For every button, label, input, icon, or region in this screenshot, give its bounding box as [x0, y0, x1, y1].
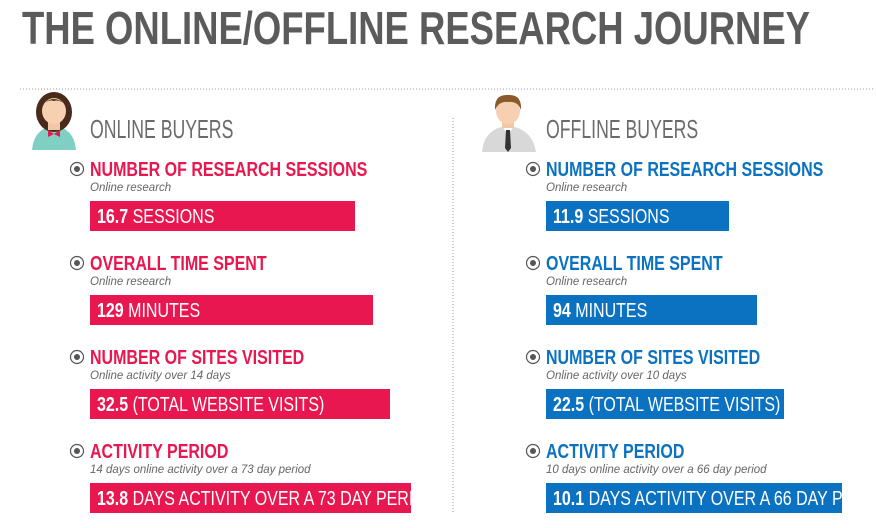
metric-note: Online activity over 10 days	[546, 370, 687, 382]
metric-value: 13.8	[97, 487, 128, 509]
metric-icon-dot	[530, 354, 536, 360]
metric-title: OVERALL TIME SPENT	[90, 252, 267, 274]
metric-unit: (TOTAL WEBSITE VISITS)	[589, 393, 781, 415]
metric-value-text: 129 MINUTES	[97, 299, 200, 321]
metric-title: NUMBER OF SITES VISITED	[546, 346, 760, 368]
metric-note: 10 days online activity over a 66 day pe…	[546, 464, 767, 476]
metric-icon-dot	[74, 166, 80, 172]
metric-value-text: 10.1 DAYS ACTIVITY OVER A 66 DAY PERIOD	[553, 487, 876, 509]
metric-icon-dot	[74, 260, 80, 266]
metric-value: 11.9	[553, 205, 583, 227]
metric-note: Online research	[546, 276, 627, 288]
metric-unit: MINUTES	[575, 299, 647, 321]
metric-note: Online research	[546, 182, 627, 194]
column-heading: ONLINE BUYERS	[90, 115, 233, 144]
metric-title: ACTIVITY PERIOD	[90, 440, 228, 462]
metric-value: 94	[553, 299, 571, 321]
metric-note: Online activity over 14 days	[90, 370, 231, 382]
metric-value-text: 22.5 (TOTAL WEBSITE VISITS)	[553, 393, 780, 415]
metric-value: 32.5	[97, 393, 128, 415]
offline-avatar	[482, 94, 536, 152]
metric-value: 129	[97, 299, 124, 321]
metric-title: NUMBER OF SITES VISITED	[90, 346, 304, 368]
metric-bar	[546, 483, 842, 513]
metric-value: 22.5	[553, 393, 584, 415]
page-title: THE ONLINE/OFFLINE RESEARCH JOURNEY	[22, 2, 810, 54]
metric-bar	[546, 295, 757, 325]
metric-value-text: 11.9 SESSIONS	[553, 205, 670, 227]
metric-title: ACTIVITY PERIOD	[546, 440, 684, 462]
metric-value-text: 13.8 DAYS ACTIVITY OVER A 73 DAY PERIOD	[97, 487, 437, 509]
metric-unit: MINUTES	[128, 299, 200, 321]
metric-value-text: 16.7 SESSIONS	[97, 205, 214, 227]
metric-title: NUMBER OF RESEARCH SESSIONS	[90, 158, 367, 180]
metric-title: NUMBER OF RESEARCH SESSIONS	[546, 158, 823, 180]
metric-bar	[90, 201, 355, 231]
column-heading: OFFLINE BUYERS	[546, 115, 698, 144]
metric-title: OVERALL TIME SPENT	[546, 252, 723, 274]
metric-bar	[90, 389, 390, 419]
metric-unit: SESSIONS	[588, 205, 670, 227]
metric-icon-dot	[74, 448, 80, 454]
metric-value: 16.7	[97, 205, 128, 227]
metric-unit: (TOTAL WEBSITE VISITS)	[133, 393, 325, 415]
metric-value-text: 94 MINUTES	[553, 299, 647, 321]
metric-unit: DAYS ACTIVITY OVER A 66 DAY PERIOD	[589, 487, 876, 509]
metric-unit: SESSIONS	[133, 205, 215, 227]
metric-bar	[546, 389, 784, 419]
metric-note: 14 days online activity over a 73 day pe…	[90, 464, 311, 476]
metric-icon-dot	[530, 260, 536, 266]
metric-icon-dot	[530, 166, 536, 172]
metric-bar	[90, 483, 411, 513]
metric-icon-dot	[74, 354, 80, 360]
metric-bar	[546, 201, 729, 231]
metric-value-text: 32.5 (TOTAL WEBSITE VISITS)	[97, 393, 324, 415]
metric-note: Online research	[90, 276, 171, 288]
metric-note: Online research	[90, 182, 171, 194]
metric-icon-dot	[530, 448, 536, 454]
metric-value: 10.1	[553, 487, 584, 509]
metric-unit: DAYS ACTIVITY OVER A 73 DAY PERIOD	[133, 487, 438, 509]
online-avatar	[32, 92, 76, 150]
metric-bar	[90, 295, 373, 325]
